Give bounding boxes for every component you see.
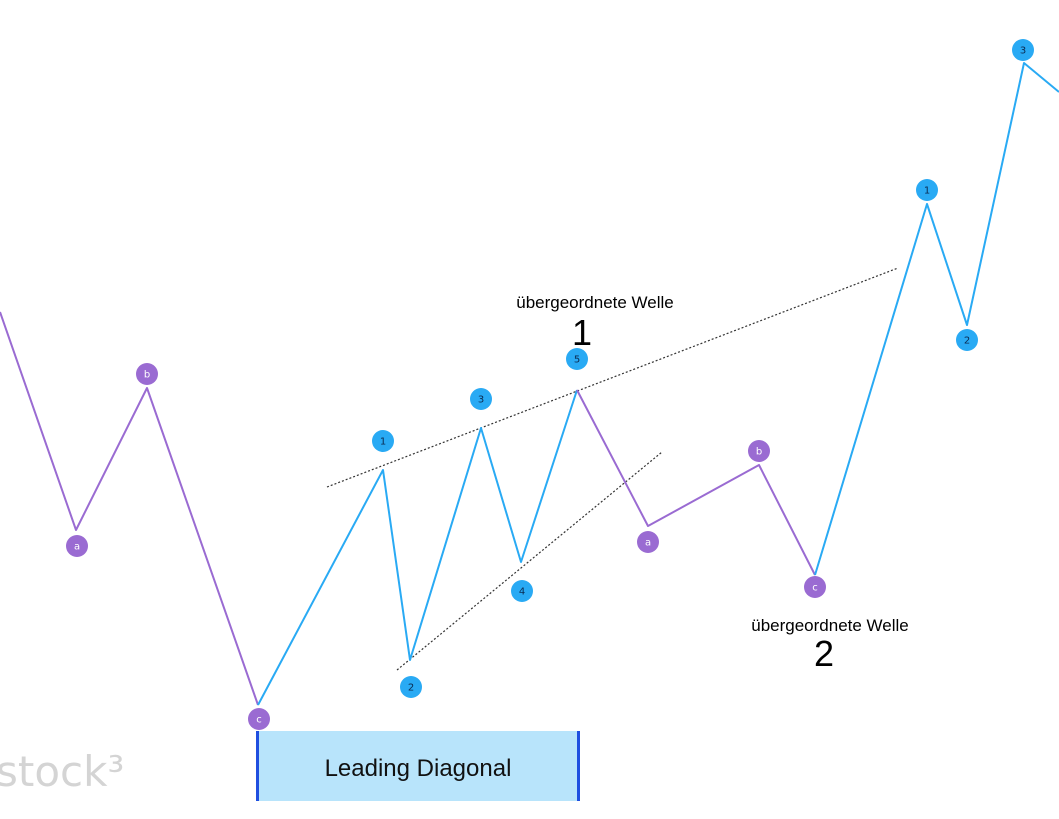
marker-h2-dot — [956, 329, 978, 351]
marker-1: 1 — [372, 430, 394, 452]
price-path — [0, 62, 1059, 706]
marker-a2-label: a — [645, 538, 651, 549]
marker-2-label: 2 — [408, 683, 414, 694]
marker-h1-dot — [916, 179, 938, 201]
marker-2-dot — [400, 676, 422, 698]
wave-2-number: 2 — [814, 633, 834, 674]
marker-h2-label: 2 — [964, 336, 970, 347]
marker-1-dot — [372, 430, 394, 452]
wave-1-number: 1 — [572, 312, 592, 353]
marker-a2-dot — [637, 531, 659, 553]
marker-4-label: 4 — [519, 587, 525, 598]
marker-c-dot — [248, 708, 270, 730]
marker-c2-dot — [804, 576, 826, 598]
impulse-right — [814, 62, 1059, 576]
marker-4: 4 — [511, 580, 533, 602]
leading-diagonal-label: Leading Diagonal — [325, 755, 512, 782]
wave-markers: a b c 1 2 3 4 — [66, 39, 1034, 730]
marker-a: a — [66, 535, 88, 557]
marker-b2-label: b — [756, 447, 762, 458]
marker-a-label: a — [74, 542, 80, 553]
marker-h1-label: 1 — [924, 186, 930, 197]
marker-c: c — [248, 708, 270, 730]
correction-abc-left — [0, 311, 259, 706]
leading-diagonal-box: Leading Diagonal — [256, 731, 580, 801]
marker-4-dot — [511, 580, 533, 602]
stock3-logo: stock³ — [0, 747, 124, 796]
marker-3-label: 3 — [478, 395, 484, 406]
marker-c2: c — [804, 576, 826, 598]
upper-trendline — [326, 267, 899, 488]
marker-a2: a — [637, 531, 659, 553]
marker-a-dot — [66, 535, 88, 557]
marker-b2: b — [748, 440, 770, 462]
marker-b2-dot — [748, 440, 770, 462]
correction-abc-middle — [576, 389, 816, 576]
marker-3: 3 — [470, 388, 492, 410]
marker-2: 2 — [400, 676, 422, 698]
marker-1-label: 1 — [380, 437, 386, 448]
marker-5: 5 — [566, 348, 588, 370]
lower-trendline — [396, 451, 663, 671]
leading-diagonal-box-fill — [258, 731, 578, 801]
wave-1-caption: übergeordnete Welle — [516, 293, 674, 312]
marker-b-dot — [136, 363, 158, 385]
marker-c-label: c — [256, 715, 262, 726]
marker-h1: 1 — [916, 179, 938, 201]
wave-2-caption: übergeordnete Welle — [751, 616, 909, 635]
marker-3-dot — [470, 388, 492, 410]
leading-diagonal-box-edge-left — [256, 731, 259, 801]
marker-h2: 2 — [956, 329, 978, 351]
marker-h3: 3 — [1012, 39, 1034, 61]
marker-b-label: b — [144, 370, 150, 381]
impulse-leading-diagonal — [257, 389, 578, 706]
marker-h3-label: 3 — [1020, 46, 1026, 57]
leading-diagonal-box-edge-right — [577, 731, 580, 801]
marker-b: b — [136, 363, 158, 385]
marker-h3-dot — [1012, 39, 1034, 61]
marker-c2-label: c — [812, 583, 818, 594]
marker-5-label: 5 — [574, 355, 580, 366]
marker-5-dot — [566, 348, 588, 370]
